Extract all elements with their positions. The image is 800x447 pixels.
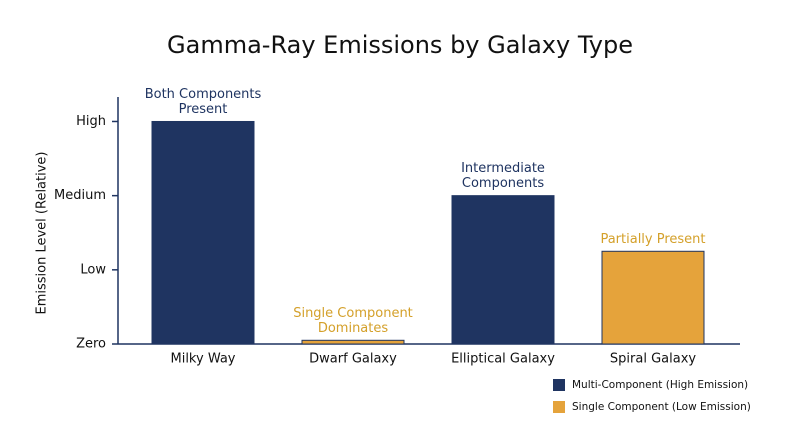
y-tick-label: Zero: [76, 337, 106, 352]
bar: [301, 339, 405, 345]
y-tick-label: Medium: [54, 188, 106, 203]
bar: [601, 250, 705, 345]
x-tick-label: Spiral Galaxy: [610, 352, 696, 367]
bar: [451, 195, 555, 345]
y-tick-label: High: [76, 114, 106, 129]
y-tick-label: Low: [80, 262, 106, 277]
annotation: Components: [462, 176, 544, 191]
bar: [151, 120, 255, 345]
annotation: Dominates: [318, 321, 389, 336]
y-axis-label: Emission Level (Relative): [35, 152, 50, 315]
legend-swatch: [553, 401, 565, 413]
legend-label: Single Component (Low Emission): [572, 401, 751, 413]
legend-swatch: [553, 379, 565, 391]
chart-title: Gamma-Ray Emissions by Galaxy Type: [167, 31, 633, 59]
x-tick-label: Dwarf Galaxy: [309, 352, 397, 367]
annotation: Partially Present: [600, 232, 705, 247]
annotation: Present: [179, 102, 228, 117]
x-tick-label: Elliptical Galaxy: [451, 352, 555, 367]
annotation: Single Component: [293, 306, 413, 321]
annotation: Both Components: [145, 87, 262, 102]
legend-label: Multi-Component (High Emission): [572, 379, 748, 391]
x-tick-label: Milky Way: [170, 352, 235, 367]
annotation: Intermediate: [461, 161, 545, 176]
